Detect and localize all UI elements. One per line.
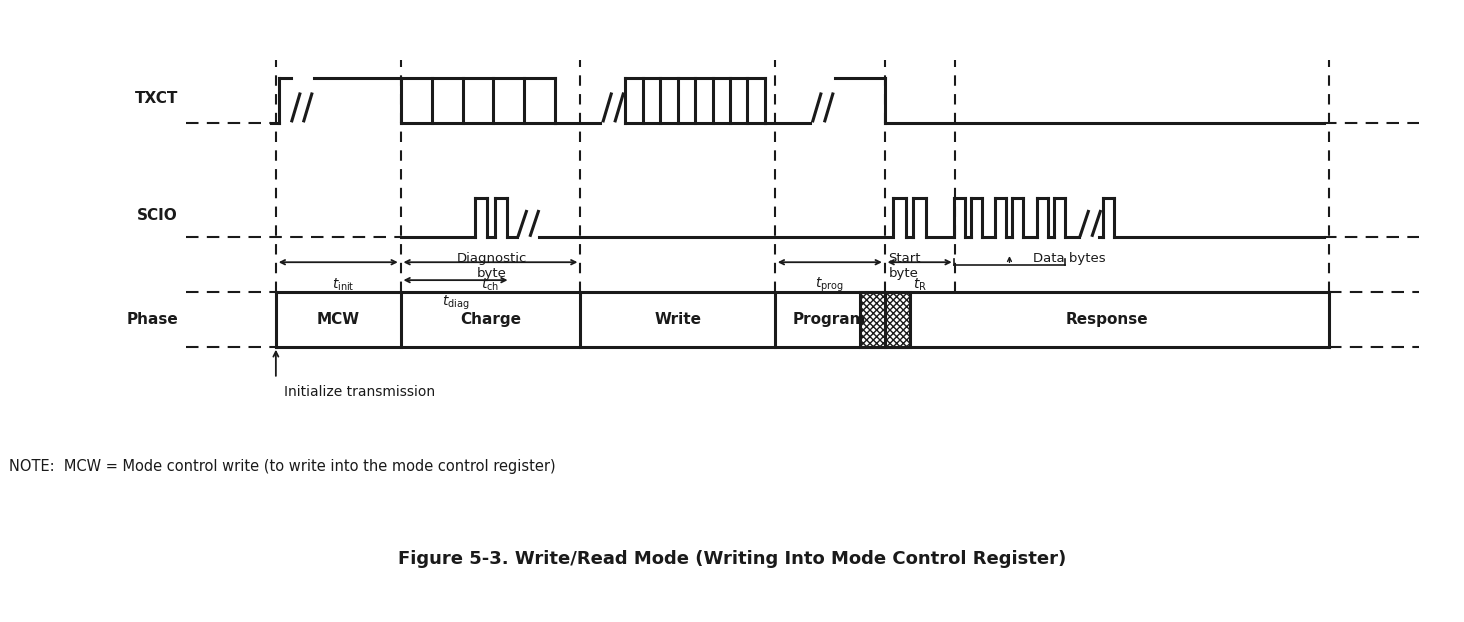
Text: Phase: Phase (126, 312, 179, 327)
Text: $t_{\rm prog}$: $t_{\rm prog}$ (815, 276, 845, 294)
Text: Initialize transmission: Initialize transmission (284, 384, 435, 399)
Text: Data bytes: Data bytes (1034, 253, 1105, 265)
Text: Response: Response (1066, 312, 1148, 327)
Text: TXCT: TXCT (135, 91, 179, 106)
Text: Write: Write (654, 312, 701, 327)
Bar (859, 292, 909, 347)
Text: Program: Program (793, 312, 867, 327)
Text: Start
byte: Start byte (889, 253, 921, 281)
Text: SCIO: SCIO (138, 208, 179, 223)
Text: MCW: MCW (316, 312, 360, 327)
Text: $t_{\rm ch}$: $t_{\rm ch}$ (482, 276, 499, 292)
Text: $t_{\rm diag}$: $t_{\rm diag}$ (442, 294, 470, 312)
Text: $t_{\rm init}$: $t_{\rm init}$ (332, 276, 354, 292)
Text: Figure 5-3. Write/Read Mode (Writing Into Mode Control Register): Figure 5-3. Write/Read Mode (Writing Int… (398, 550, 1066, 568)
Text: Diagnostic
byte: Diagnostic byte (457, 253, 527, 281)
Text: NOTE:  MCW = Mode control write (to write into the mode control register): NOTE: MCW = Mode control write (to write… (9, 459, 556, 474)
Text: $t_{\rm R}$: $t_{\rm R}$ (912, 276, 927, 292)
Text: Charge: Charge (460, 312, 521, 327)
